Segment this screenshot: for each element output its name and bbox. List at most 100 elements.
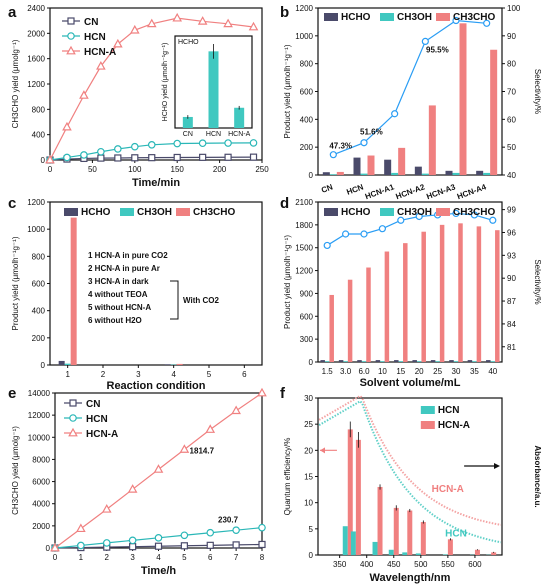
d-ytick-label-6: 1800 (295, 221, 313, 230)
e-legend-HCN-A-marker (68, 427, 78, 437)
f-bar-HCN-550 (442, 554, 448, 555)
f-bar-HCN-380 (350, 531, 356, 555)
b2-ytick-label-6: 100 (507, 4, 521, 13)
e-point-HCN-A-8 (257, 387, 267, 397)
f-absorbance-curve-HCN (318, 399, 502, 544)
e-point-HCN-A-1 (76, 523, 86, 533)
f-ytick-label-6: 30 (304, 394, 313, 403)
e-point-HCN-A-6 (205, 424, 216, 433)
d-bar-HCHO-10 (375, 360, 381, 362)
f-ytick-label-0: 0 (309, 551, 314, 560)
e-point-HCN-A-0 (50, 542, 60, 552)
b-bar-HCHO-HCN-A4 (476, 170, 484, 175)
f-xtick-label-5: 600 (468, 560, 482, 569)
a-inset-bar-CN (182, 116, 193, 128)
a-point-HCN-9 (224, 139, 232, 147)
a-point-HCN-6 (147, 141, 156, 149)
d-legend-HCHO-swatch (324, 208, 338, 216)
e-xtick-label-2: 2 (105, 553, 110, 562)
e-xtick-label-8: 8 (260, 553, 265, 562)
f-bar-HCN-A-500 (420, 522, 426, 555)
a-legend-CN-marker (67, 17, 75, 25)
a-ylabel: CH3CHO yield (μmolg⁻¹) (11, 39, 20, 128)
f-bar-HCN-475 (402, 552, 408, 555)
d-bar-CH3CHO-1.5 (329, 294, 334, 362)
e-xtick-label-5: 5 (182, 553, 187, 562)
d2-ytick-label-4: 93 (507, 251, 516, 260)
f-bar-HCN-A-600 (474, 549, 480, 555)
c-bar-HCHO-4 (164, 364, 171, 365)
e-point-HCN-A-2 (101, 504, 112, 513)
d-bar-HCHO-6.0 (357, 360, 362, 362)
e-point-CN-3 (129, 543, 137, 551)
e-point-HCN-1 (77, 541, 85, 550)
e-point-CN-8 (258, 540, 266, 549)
e-point-HCN-2 (102, 539, 111, 547)
a-xtick-label-5: 250 (255, 165, 269, 174)
panel-e-letter: e (8, 385, 16, 402)
e-annotation-0: 1814.7 (190, 446, 215, 455)
d-ytick-label-0: 0 (309, 358, 314, 367)
f-xtick-label-2: 450 (387, 560, 401, 569)
b-ytick-label-4: 800 (300, 60, 314, 69)
f-ytick-label-2: 10 (304, 499, 313, 508)
b-annotation-0: 47.3% (329, 142, 352, 151)
d-bar-HCHO-25 (430, 360, 436, 362)
b-legend-HCHO-swatch (324, 13, 338, 21)
a-point-CN-8 (199, 153, 207, 161)
d-selectivity-point-4 (397, 216, 405, 224)
d-bar-CH3OH-10 (380, 361, 385, 362)
a-legend-HCN-A-label: HCN-A (84, 47, 116, 58)
f-xtick-label-4: 550 (441, 560, 455, 569)
a-point-HCN-A-4 (113, 38, 123, 48)
d-xtick-label-3: 10 (378, 367, 387, 376)
d-bar-CH3OH-15 (398, 361, 404, 362)
f-curve-label-1: HCN (445, 529, 467, 540)
e-point-HCN-5 (180, 531, 189, 540)
f-bar-HCN-A-550 (447, 539, 453, 555)
f-bar-HCN-A-475 (407, 510, 413, 555)
b-ytick-label-0: 0 (309, 171, 314, 180)
e-point-HCN-4 (154, 534, 163, 542)
a-point-CN-9 (224, 153, 232, 161)
a-point-HCN-A-9 (223, 18, 233, 28)
b-annotation-1: 51.6% (360, 128, 383, 137)
b-ytick-label-5: 1000 (295, 32, 313, 41)
a-inset-cat-HCN: HCN (206, 131, 221, 138)
e-xlabel: Time/h (141, 565, 177, 577)
b-selectivity-point-3 (421, 37, 429, 46)
d-xtick-label-6: 25 (433, 367, 442, 376)
a-legend-HCN-label: HCN (84, 32, 106, 43)
c-xlabel: Reaction condition (107, 380, 206, 392)
a-point-HCN-A-2 (79, 90, 89, 99)
a-point-HCN-4 (114, 145, 122, 153)
f-legend-HCN-A-label: HCN-A (438, 420, 470, 431)
a-point-HCN-A-1 (62, 121, 72, 131)
e-legend-CN-marker (69, 399, 77, 407)
d-bar-CH3CHO-15 (403, 243, 408, 362)
d2-ytick-label-6: 99 (507, 206, 516, 215)
d-xtick-label-5: 20 (415, 367, 424, 376)
b-selectivity-point-0 (329, 151, 337, 159)
b-xtick-label-4: HCN-A3 (425, 182, 457, 201)
d-ytick-label-2: 600 (300, 312, 314, 321)
f-absorbance-curve-HCN-A (318, 394, 502, 526)
a-inset-bar-HCN (208, 51, 219, 129)
a-legend-CN-label: CN (84, 17, 98, 28)
d-bar-HCHO-1.5 (320, 360, 325, 362)
a-ytick-label-0: 0 (41, 156, 46, 165)
a-point-CN-4 (114, 154, 122, 162)
b-legend-HCHO-label: HCHO (341, 12, 371, 23)
f-bar-HCN-A-365 (347, 429, 353, 555)
d-xtick-label-4: 15 (396, 367, 405, 376)
c-ytick-label-3: 600 (32, 280, 46, 289)
d-selectivity-point-0 (323, 241, 331, 250)
f-bar-HCN-A-380 (355, 439, 361, 555)
d2-ytick-label-0: 81 (507, 343, 516, 352)
c-legend-CH3OH-label: CH3OH (137, 207, 172, 218)
e-ytick-label-2: 4000 (32, 500, 50, 509)
d-bar-CH3CHO-30 (458, 223, 463, 362)
f-bar-HCN-450 (388, 549, 394, 555)
f-ylabel2: Absorbance/a.u. (533, 445, 542, 507)
